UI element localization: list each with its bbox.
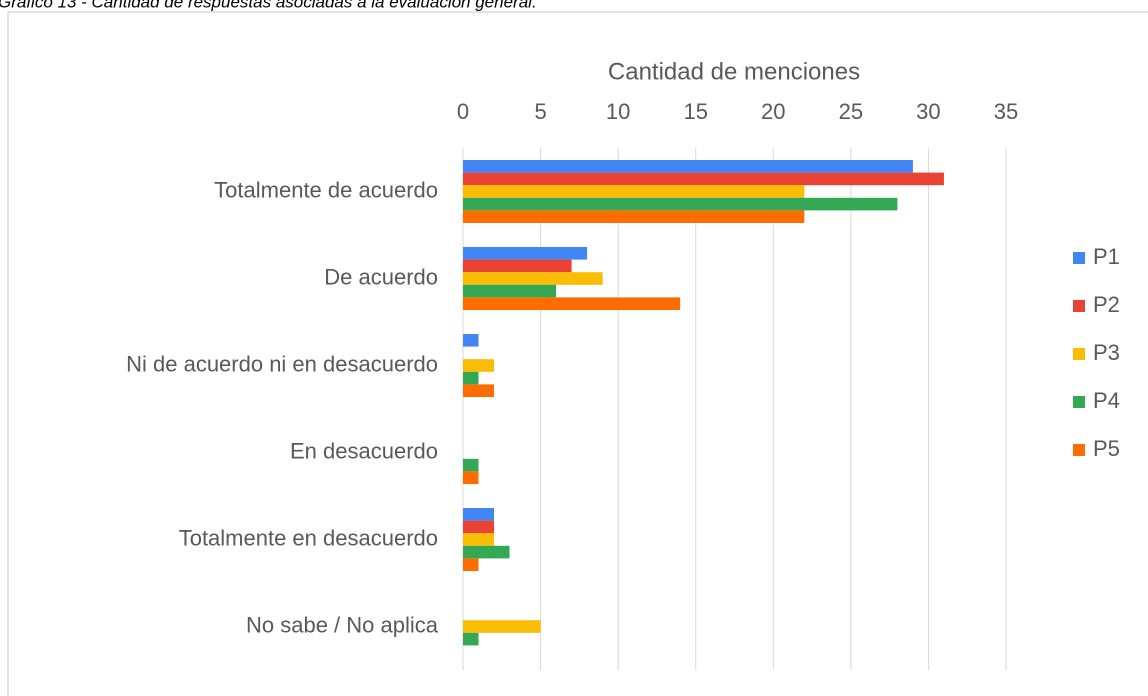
bar	[463, 533, 495, 546]
bar	[463, 334, 479, 347]
x-tick-label: 20	[761, 99, 785, 124]
x-tick-label: 5	[534, 99, 546, 124]
x-tick-label: 35	[994, 99, 1018, 124]
bar	[463, 297, 681, 310]
legend-label: P4	[1093, 388, 1120, 413]
bar	[463, 632, 479, 646]
y-tick-label: En desacuerdo	[290, 438, 438, 463]
bar	[463, 508, 495, 521]
bar	[463, 210, 805, 223]
bar	[463, 185, 805, 198]
legend-swatch	[1073, 396, 1085, 408]
axis-title: Cantidad de menciones	[608, 58, 860, 85]
bar	[463, 197, 898, 211]
bar	[463, 272, 603, 285]
legend-swatch	[1073, 348, 1085, 360]
bar	[463, 558, 479, 571]
legend-swatch	[1073, 300, 1085, 312]
legend-label: P1	[1093, 244, 1120, 269]
bar	[463, 471, 479, 484]
caption: Gráfico 13 - Cantidad de respuestas asoc…	[0, 0, 537, 11]
bar	[463, 545, 510, 559]
x-tick-label: 15	[683, 99, 707, 124]
bar	[463, 284, 557, 298]
bar	[463, 259, 572, 273]
y-tick-label: Totalmente en desacuerdo	[179, 525, 438, 550]
x-tick-label: 30	[916, 99, 940, 124]
bar	[463, 247, 588, 260]
bar	[463, 160, 913, 173]
bar	[463, 520, 495, 534]
y-tick-label: De acuerdo	[324, 264, 438, 289]
bar	[463, 359, 495, 372]
bar	[463, 172, 944, 186]
legend-label: P2	[1093, 292, 1120, 317]
legend-swatch	[1073, 252, 1085, 264]
x-tick-label: 10	[606, 99, 630, 124]
y-tick-label: No sabe / No aplica	[246, 612, 439, 637]
legend-label: P5	[1093, 436, 1120, 461]
x-tick-label: 0	[457, 99, 469, 124]
bar	[463, 458, 479, 472]
x-tick-label: 25	[839, 99, 863, 124]
bar	[463, 620, 541, 633]
bar	[463, 384, 495, 397]
y-tick-label: Ni de acuerdo ni en desacuerdo	[126, 351, 438, 376]
y-tick-label: Totalmente de acuerdo	[214, 177, 438, 202]
bar	[463, 371, 479, 385]
legend-swatch	[1073, 444, 1085, 456]
legend-label: P3	[1093, 340, 1120, 365]
chart-frame	[7, 11, 1148, 696]
